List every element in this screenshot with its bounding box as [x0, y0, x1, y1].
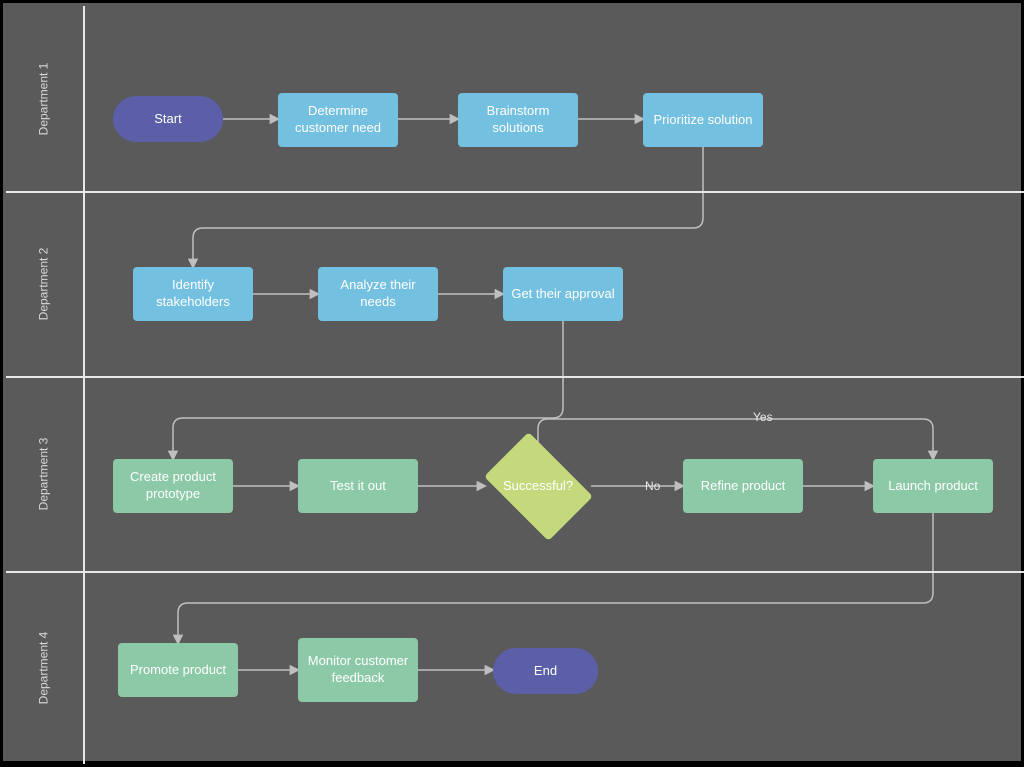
node-start: Start [113, 96, 223, 142]
node-label: Analyze their needs [326, 277, 430, 311]
edge-prioritize-identify [193, 147, 703, 267]
node-launch: Launch product [873, 459, 993, 513]
swimlane-label-dept3: Department 3 [3, 376, 83, 571]
node-refine: Refine product [683, 459, 803, 513]
node-analyze: Analyze their needs [318, 267, 438, 321]
node-label: End [534, 663, 557, 680]
node-label: Refine product [701, 478, 786, 495]
lane-label-divider [83, 6, 85, 764]
node-label: Start [154, 111, 181, 128]
swimlane-label-dept2: Department 2 [3, 191, 83, 376]
node-label: Monitor customer feedback [306, 653, 410, 687]
swimlane-label-dept1: Department 1 [3, 6, 83, 191]
node-prioritize: Prioritize solution [643, 93, 763, 147]
node-label: Brainstorm solutions [466, 103, 570, 137]
swimlane-label-dept4: Department 4 [3, 571, 83, 764]
lane-divider [6, 376, 1024, 378]
edge-label-successful-refine: No [645, 479, 660, 493]
node-label: Determine customer need [286, 103, 390, 137]
node-determine: Determine customer need [278, 93, 398, 147]
node-monitor: Monitor customer feedback [298, 638, 418, 702]
node-end: End [493, 648, 598, 694]
node-label: Prioritize solution [654, 112, 753, 129]
edge-approval-create [173, 321, 563, 459]
node-label: Create product prototype [121, 469, 225, 503]
node-create: Create product prototype [113, 459, 233, 513]
flowchart-canvas: Department 1 Department 2 Department 3 Depa… [0, 0, 1024, 764]
swimlane-label-text: Department 1 [36, 62, 50, 135]
node-successful: Successful? [473, 441, 603, 531]
swimlane-label-text: Department 2 [36, 247, 50, 320]
swimlane-label-text: Department 4 [36, 631, 50, 704]
node-label: Successful? [503, 478, 573, 495]
node-identify: Identify stakeholders [133, 267, 253, 321]
node-label: Launch product [888, 478, 978, 495]
node-promote: Promote product [118, 643, 238, 697]
lane-divider [6, 571, 1024, 573]
node-label: Test it out [330, 478, 386, 495]
node-brainstorm: Brainstorm solutions [458, 93, 578, 147]
node-test: Test it out [298, 459, 418, 513]
edge-label-successful-launch: Yes [753, 410, 773, 424]
swimlane-label-text: Department 3 [36, 437, 50, 510]
node-label: Promote product [130, 662, 226, 679]
node-label: Get their approval [511, 286, 614, 303]
node-approval: Get their approval [503, 267, 623, 321]
node-label: Identify stakeholders [141, 277, 245, 311]
lane-divider [6, 191, 1024, 193]
